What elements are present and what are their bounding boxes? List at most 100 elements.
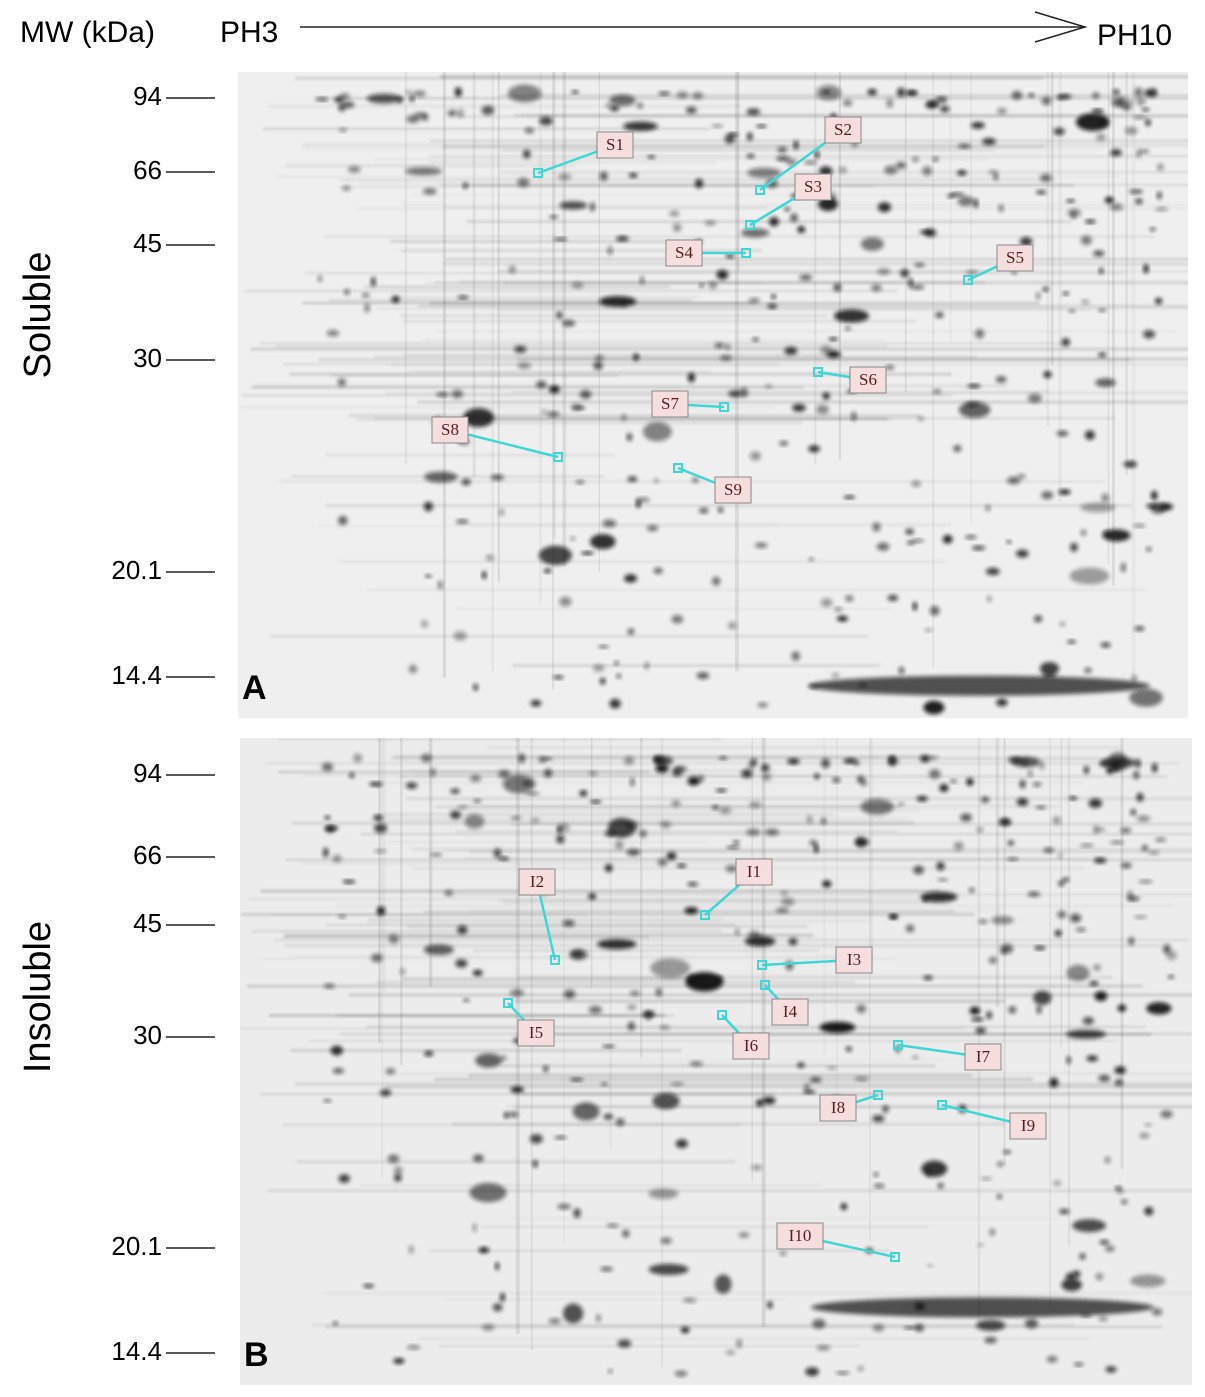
gel-spot xyxy=(746,154,755,159)
gel-spot xyxy=(809,840,818,846)
gel-streak xyxy=(325,504,1132,507)
gel-spot xyxy=(851,411,857,422)
gel-streak xyxy=(491,72,494,672)
spot-label: S5 xyxy=(1006,248,1024,267)
gel-spot xyxy=(1011,90,1023,100)
gel-spot xyxy=(1008,756,1022,763)
gel-streak xyxy=(469,850,1192,853)
gel-spot xyxy=(498,508,505,517)
spot-label-box xyxy=(794,173,832,201)
gel-spot xyxy=(1099,760,1110,767)
gel-spot xyxy=(913,865,924,875)
gel-spot xyxy=(814,773,820,780)
gel-spot xyxy=(500,1055,507,1061)
gel-spot xyxy=(517,362,531,369)
gel-spot xyxy=(762,1097,776,1105)
gel-spot xyxy=(405,782,418,789)
gel-spot xyxy=(420,620,429,628)
gel-spot xyxy=(671,615,684,624)
gel-streak xyxy=(520,114,1075,117)
mw-tick-label: 14.4 xyxy=(111,1336,162,1366)
spot-label: S7 xyxy=(661,394,679,413)
gel-spot xyxy=(896,87,906,98)
gel-spot xyxy=(573,1208,581,1218)
gel-spot xyxy=(1059,621,1065,627)
gel-streak xyxy=(400,203,1188,206)
spot-label: I1 xyxy=(747,862,761,881)
gel-spot xyxy=(481,105,495,116)
gel-spot xyxy=(361,293,370,298)
gel-spot xyxy=(1070,542,1078,552)
gel-spot xyxy=(672,223,682,232)
gel-spot xyxy=(626,849,641,856)
gel-streak xyxy=(417,400,1188,404)
gel-spot xyxy=(1056,430,1069,437)
gel-spot xyxy=(937,1182,944,1189)
gel-streak xyxy=(250,386,804,389)
gel-streak xyxy=(500,94,1188,97)
gel-spot xyxy=(886,98,894,109)
gel-spot xyxy=(590,534,616,550)
gel-streak xyxy=(598,72,601,572)
gel-spot xyxy=(430,852,443,857)
gel-spot xyxy=(1094,991,1108,1002)
gel-spot xyxy=(1133,915,1148,919)
gel-spot xyxy=(424,471,458,483)
gel-spot xyxy=(463,182,468,189)
gel-spot xyxy=(834,607,843,612)
spot-marker xyxy=(873,1090,883,1100)
gel-spot xyxy=(1150,227,1156,232)
gel-spot xyxy=(958,143,971,149)
gel-spot xyxy=(1039,760,1045,770)
gel-spot xyxy=(981,796,990,803)
gel-streak xyxy=(404,72,408,465)
gel-spot xyxy=(808,557,814,561)
gel-spot xyxy=(326,329,340,337)
gel-spot xyxy=(819,166,833,176)
gel-streak xyxy=(303,148,1104,151)
gel-streak xyxy=(385,1085,1192,1089)
gel-spot xyxy=(423,188,437,195)
gel-spot xyxy=(777,146,787,153)
gel-spot xyxy=(492,1303,503,1312)
gel-spot xyxy=(876,542,890,551)
gel-spot xyxy=(600,1266,613,1272)
gel-spot xyxy=(1069,913,1082,923)
gel-spot xyxy=(1109,203,1124,211)
gel-spot xyxy=(602,519,617,528)
gel-spot xyxy=(414,112,426,118)
gel-spot xyxy=(544,757,553,761)
gel-spot xyxy=(712,805,719,810)
spot-label-box xyxy=(996,244,1034,272)
gel-spot xyxy=(924,228,937,238)
gel-spot xyxy=(776,156,790,161)
gel-streak xyxy=(368,588,1147,592)
gel-spot xyxy=(514,345,527,353)
mw-tick-label: 45 xyxy=(133,908,162,938)
gel-spot xyxy=(332,1067,345,1074)
gel-spot xyxy=(816,85,842,101)
gel-streak xyxy=(284,944,1161,948)
spot-marker xyxy=(745,220,755,230)
gel-spot xyxy=(718,507,724,513)
gel-spot xyxy=(1116,97,1129,108)
gel-spot xyxy=(762,772,771,781)
gel-spot xyxy=(315,97,330,101)
gel-streak xyxy=(302,301,754,305)
gel-spot xyxy=(1121,1199,1128,1205)
gel-spot xyxy=(1066,1056,1071,1064)
gel-spot xyxy=(682,1298,697,1303)
mw-tick-label: 30 xyxy=(133,343,162,373)
gel-spot xyxy=(1092,250,1105,257)
gel-spot xyxy=(469,775,482,782)
gel-spot xyxy=(485,554,495,561)
gel-spot xyxy=(882,1105,889,1114)
gel-streak xyxy=(330,375,619,377)
panel-title: Soluble xyxy=(17,252,59,379)
gel-streak xyxy=(838,72,842,460)
gel-spot xyxy=(616,236,629,242)
gel-spot xyxy=(765,384,772,389)
gel-spot xyxy=(860,779,867,787)
gel-spot xyxy=(978,919,988,924)
gel-streak xyxy=(1050,72,1054,365)
